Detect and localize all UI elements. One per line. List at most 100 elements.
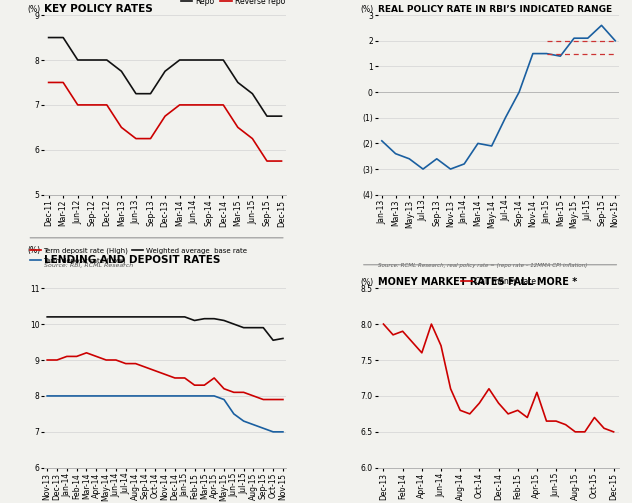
Repo — [103, 57, 111, 63]
Term deposit rate (High) — [161, 371, 169, 377]
Weighted average  base rate — [142, 314, 149, 320]
Term deposit rate (High) — [112, 357, 119, 363]
Term deposit rate (High) — [122, 361, 130, 367]
Reverse repo — [45, 79, 52, 86]
Term deposit rate (High) — [269, 396, 277, 402]
Term deposit rate (Low) — [181, 393, 188, 399]
Term deposit rate (Low) — [230, 411, 238, 417]
Term deposit rate (High) — [132, 361, 140, 367]
Text: (%): (%) — [361, 5, 374, 14]
Reverse repo — [118, 124, 125, 130]
Call money rate — [475, 400, 483, 406]
Weighted average  base rate — [152, 314, 159, 320]
Call money rate — [389, 332, 397, 338]
Line: Repo: Repo — [49, 38, 281, 116]
Call money rate — [514, 407, 521, 413]
Call money rate — [466, 411, 473, 417]
Term deposit rate (High) — [200, 382, 208, 388]
Reverse repo — [234, 124, 241, 130]
Repo — [59, 35, 67, 41]
Reverse repo — [132, 136, 140, 142]
Call money rate — [571, 429, 579, 435]
Reverse repo — [248, 136, 256, 142]
Term deposit rate (High) — [260, 396, 267, 402]
Repo — [74, 57, 82, 63]
Repo — [219, 57, 227, 63]
Reverse repo — [74, 102, 82, 108]
Weighted average  base rate — [200, 316, 208, 322]
Call money rate — [600, 425, 608, 431]
Call money rate — [581, 429, 588, 435]
Line: Term deposit rate (High): Term deposit rate (High) — [47, 353, 283, 399]
Reverse repo — [103, 102, 111, 108]
Term deposit rate (High) — [44, 357, 51, 363]
Legend: Term deposit rate (High), Term deposit rate (Low), Weighted average  base rate: Term deposit rate (High), Term deposit r… — [27, 245, 249, 267]
Call money rate — [495, 400, 502, 406]
Repo — [176, 57, 183, 63]
Term deposit rate (Low) — [220, 396, 228, 402]
Reverse repo — [205, 102, 212, 108]
Repo — [205, 57, 212, 63]
Term deposit rate (Low) — [200, 393, 208, 399]
Text: LENDING AND DEPOSIT RATES: LENDING AND DEPOSIT RATES — [44, 255, 221, 265]
Weighted average  base rate — [112, 314, 119, 320]
Term deposit rate (Low) — [250, 422, 257, 428]
Line: Reverse repo: Reverse repo — [49, 82, 281, 161]
Reverse repo — [147, 136, 154, 142]
Term deposit rate (Low) — [44, 393, 51, 399]
Call money rate — [591, 414, 599, 421]
Reverse repo — [176, 102, 183, 108]
Reverse repo — [88, 102, 96, 108]
Term deposit rate (High) — [92, 354, 100, 360]
Reverse repo — [190, 102, 198, 108]
Term deposit rate (High) — [279, 396, 287, 402]
Term deposit rate (High) — [73, 354, 80, 360]
Weighted average  base rate — [132, 314, 140, 320]
Repo — [147, 91, 154, 97]
Call money rate — [399, 328, 406, 334]
Term deposit rate (Low) — [53, 393, 61, 399]
Term deposit rate (High) — [191, 382, 198, 388]
Call money rate — [418, 350, 425, 356]
Term deposit rate (Low) — [102, 393, 110, 399]
Term deposit rate (Low) — [122, 393, 130, 399]
Term deposit rate (Low) — [171, 393, 179, 399]
Call money rate — [428, 321, 435, 327]
Repo — [88, 57, 96, 63]
Weighted average  base rate — [230, 321, 238, 327]
Call money rate — [610, 429, 617, 435]
Term deposit rate (High) — [53, 357, 61, 363]
Text: REAL POLICY RATE IN RBI’S INDICATED RANGE: REAL POLICY RATE IN RBI’S INDICATED RANG… — [378, 6, 612, 14]
Weighted average  base rate — [171, 314, 179, 320]
Term deposit rate (Low) — [73, 393, 80, 399]
Call money rate — [533, 389, 541, 395]
Text: Source: RCML Research, real policy rate = (repo rate – 12MMA CPI inflation): Source: RCML Research, real policy rate … — [378, 263, 587, 268]
Weighted average  base rate — [92, 314, 100, 320]
Term deposit rate (Low) — [191, 393, 198, 399]
Weighted average  base rate — [63, 314, 71, 320]
Term deposit rate (High) — [230, 389, 238, 395]
Text: (%): (%) — [27, 246, 40, 255]
Reverse repo — [277, 158, 285, 164]
Term deposit rate (Low) — [83, 393, 90, 399]
Term deposit rate (High) — [83, 350, 90, 356]
Repo — [234, 79, 241, 86]
Repo — [263, 113, 270, 119]
Weighted average  base rate — [220, 317, 228, 323]
Call money rate — [408, 339, 416, 345]
Call money rate — [523, 414, 531, 421]
Call money rate — [504, 411, 512, 417]
Term deposit rate (High) — [63, 354, 71, 360]
Term deposit rate (Low) — [92, 393, 100, 399]
Term deposit rate (Low) — [161, 393, 169, 399]
Reverse repo — [161, 113, 169, 119]
Legend: Repo, Reverse repo: Repo, Reverse repo — [178, 0, 288, 9]
Term deposit rate (Low) — [210, 393, 218, 399]
Weighted average  base rate — [53, 314, 61, 320]
Term deposit rate (High) — [210, 375, 218, 381]
Term deposit rate (High) — [220, 386, 228, 392]
Repo — [118, 68, 125, 74]
Term deposit rate (High) — [171, 375, 179, 381]
Term deposit rate (Low) — [260, 425, 267, 431]
Text: (%): (%) — [27, 5, 40, 14]
